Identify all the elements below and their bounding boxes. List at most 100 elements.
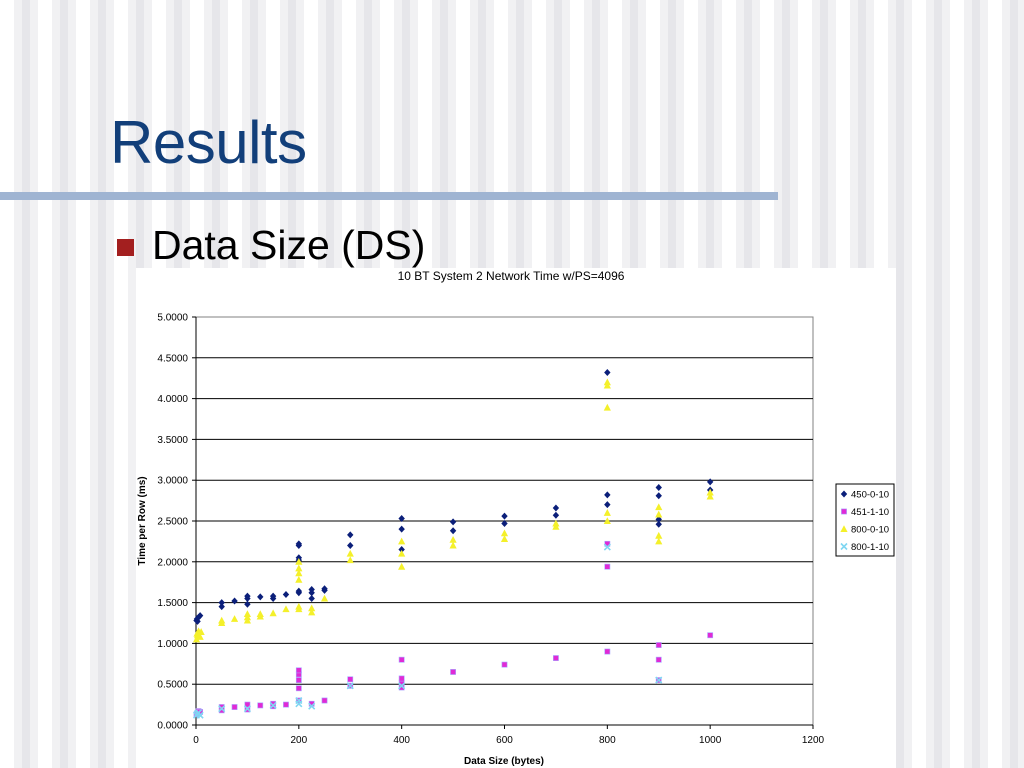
data-point-451-1-10 [501, 661, 508, 668]
data-point-800-0-10 [603, 509, 611, 516]
data-point-800-0-10 [282, 605, 290, 613]
data-point-800-1-10 [655, 676, 663, 684]
legend-label: 800-0-10 [851, 525, 889, 536]
data-point-800-0-10 [500, 535, 509, 542]
data-point-800-1-10 [269, 701, 277, 709]
data-point-800-1-10 [308, 702, 316, 710]
data-point-451-1-10 [295, 685, 302, 692]
data-point-450-0-10 [347, 541, 354, 549]
data-point-800-1-10 [295, 696, 303, 705]
legend-marker-450-0-10 [840, 490, 848, 498]
data-point-451-1-10 [398, 675, 405, 682]
data-point-451-1-10 [450, 669, 456, 675]
data-point-451-1-10 [244, 701, 251, 708]
data-point-800-0-10 [196, 633, 204, 640]
y-tick-label: 3.5000 [157, 435, 188, 446]
bullet-text: Data Size (DS) [152, 222, 426, 268]
data-point-450-0-10 [231, 597, 238, 605]
data-point-450-0-10 [655, 515, 662, 523]
y-tick-label: 2.0000 [157, 557, 188, 568]
data-point-800-0-10 [603, 517, 611, 524]
data-point-450-0-10 [655, 520, 662, 528]
data-point-800-0-10 [295, 558, 303, 565]
data-point-800-0-10 [552, 519, 560, 527]
data-point-800-0-10 [218, 616, 226, 624]
data-point-800-0-10 [655, 503, 663, 511]
square-bullet-icon [117, 239, 134, 256]
data-point-450-0-10 [196, 612, 204, 620]
legend-label: 800-1-10 [851, 542, 889, 553]
data-point-800-0-10 [449, 541, 457, 549]
x-tick-label: 1200 [802, 735, 825, 746]
title-divider [0, 192, 778, 200]
data-point-451-1-10 [321, 697, 328, 704]
data-point-800-0-10 [655, 537, 663, 545]
data-point-451-1-10 [231, 704, 238, 710]
slide-title: Results [110, 109, 307, 176]
data-point-451-1-10 [655, 642, 662, 648]
data-point-800-0-10 [398, 549, 406, 557]
data-point-800-1-10 [603, 543, 611, 551]
data-point-800-0-10 [398, 537, 406, 545]
data-point-450-0-10 [218, 603, 225, 611]
data-point-450-0-10 [398, 515, 405, 523]
chart-panel: 0.0000 0.5000 1.0000 1.5000 2.0000 2.5000 3.00… [136, 268, 896, 768]
data-point-450-0-10 [295, 540, 303, 548]
legend-label: 451-1-10 [851, 507, 889, 518]
data-point-800-0-10 [603, 378, 611, 386]
x-tick-label: 800 [599, 735, 616, 746]
data-point-800-1-10 [346, 682, 354, 690]
data-point-800-0-10 [500, 529, 509, 537]
x-tick-label: 0 [193, 735, 199, 746]
data-point-450-0-10 [308, 595, 315, 603]
x-tick-label: 400 [393, 735, 410, 746]
data-point-450-0-10 [218, 599, 225, 607]
data-point-451-1-10 [398, 656, 405, 663]
data-point-450-0-10 [244, 600, 251, 608]
data-point-800-0-10 [192, 635, 201, 643]
data-point-451-1-10 [295, 667, 302, 674]
data-point-451-1-10 [553, 655, 559, 661]
data-point-451-1-10 [655, 656, 662, 663]
data-point-800-0-10 [346, 556, 354, 564]
data-point-450-0-10 [282, 590, 290, 598]
data-point-450-0-10 [398, 546, 405, 554]
y-tick-label: 1.0000 [157, 639, 188, 650]
x-tick-label: 200 [290, 735, 307, 746]
data-point-800-0-10 [295, 569, 303, 577]
legend-marker-800-1-10 [840, 542, 848, 551]
data-point-450-0-10 [257, 593, 264, 601]
y-axis-label: Time per Row (ms) [137, 476, 148, 565]
data-point-450-0-10 [321, 585, 328, 593]
data-point-451-1-10 [257, 702, 264, 709]
y-tick-label: 1.5000 [157, 598, 188, 609]
data-point-800-0-10 [295, 575, 303, 583]
y-tick-label: 4.0000 [157, 394, 188, 405]
data-point-451-1-10 [604, 563, 611, 570]
data-point-800-0-10 [197, 628, 205, 635]
data-point-800-0-10 [295, 602, 303, 610]
data-point-800-0-10 [346, 549, 354, 557]
data-point-800-1-10 [243, 705, 251, 713]
data-point-450-0-10 [706, 478, 714, 486]
data-point-800-0-10 [243, 610, 252, 618]
data-point-800-1-10 [196, 711, 204, 719]
data-point-800-0-10 [308, 608, 316, 616]
data-point-450-0-10 [449, 527, 457, 535]
data-point-450-0-10 [295, 554, 303, 562]
data-point-800-0-10 [706, 492, 714, 500]
data-point-800-0-10 [230, 615, 239, 622]
y-tick-label: 5.0000 [157, 313, 188, 324]
data-point-800-0-10 [398, 562, 406, 570]
x-tick-label: 1000 [699, 735, 722, 746]
data-point-800-1-10 [398, 682, 406, 690]
y-tick-label: 3.0000 [157, 476, 188, 487]
y-tick-label: 0.5000 [157, 680, 188, 691]
x-axis-label: Data Size (bytes) [464, 756, 544, 767]
data-point-451-1-10 [283, 701, 289, 708]
data-point-451-1-10 [604, 648, 611, 655]
data-point-451-1-10 [347, 676, 354, 683]
data-point-450-0-10 [655, 484, 662, 492]
data-point-450-0-10 [269, 592, 277, 600]
data-point-451-1-10 [707, 632, 714, 639]
